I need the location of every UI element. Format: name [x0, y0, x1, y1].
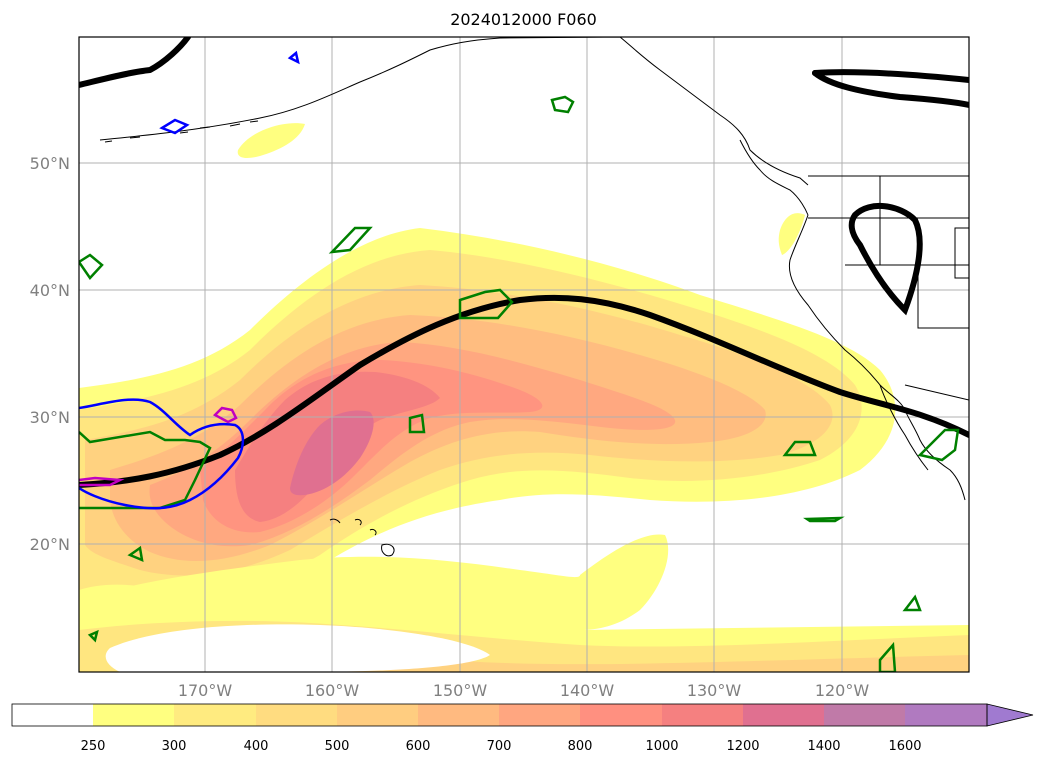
colorbar-cell: [337, 704, 418, 726]
colorbar-cell: [418, 704, 499, 726]
green-contour-10: [902, 594, 922, 612]
ivt-fill-north-blob: [237, 123, 305, 158]
green-contour-2: [79, 253, 104, 280]
lon-label-160w: 160°W: [305, 681, 360, 700]
jet-northeast-upper: [812, 69, 969, 83]
alaska-coast: [99, 37, 809, 186]
colorbar-extend-arrow: [986, 703, 1034, 727]
colorbar-cell: [93, 704, 174, 726]
ivt-fill-coastal-blob: [778, 213, 805, 255]
lon-labels: 170°W 160°W 150°W 140°W 130°W 120°W: [178, 681, 870, 700]
colorbar-cell: [743, 704, 824, 726]
gridlines: [79, 37, 969, 672]
hawaii-islands: [329, 518, 395, 557]
lat-label-20n: 20°N: [30, 535, 70, 554]
colorbar-cell: [256, 704, 337, 726]
colorbar-tick-300: 300: [162, 739, 187, 754]
baja-peninsula: [879, 384, 929, 471]
green-contour-5: [408, 413, 426, 434]
colorbar-cell: [662, 704, 743, 726]
blue-contour-3: [287, 50, 300, 65]
aleutian-chain: [104, 120, 259, 143]
green-contour-1: [328, 226, 373, 254]
green-contour-13: [87, 629, 99, 643]
jet-stream: [79, 37, 969, 488]
green-contour-3: [458, 288, 514, 320]
colorbar-cells: [12, 704, 987, 726]
jet-main: [79, 294, 969, 488]
lon-label-150w: 150°W: [433, 681, 488, 700]
colorbar-tick-1600: 1600: [888, 739, 921, 754]
lon-label-140w: 140°W: [560, 681, 615, 700]
colorbar-cell: [12, 704, 93, 726]
map-area: [79, 37, 969, 672]
lon-label-120w: 120°W: [815, 681, 870, 700]
green-contour-8: [917, 428, 960, 462]
colorbar-cell: [499, 704, 580, 726]
green-contour-7: [782, 440, 817, 457]
colorbar-tick-1400: 1400: [807, 739, 840, 754]
colorbar-tick-700: 700: [487, 739, 512, 754]
magenta-contour-2: [79, 476, 125, 487]
coastlines: [99, 37, 969, 557]
colorbar-tick-1000: 1000: [645, 739, 678, 754]
colorbar-cell: [580, 704, 662, 726]
colorbar-tick-500: 500: [325, 739, 350, 754]
magenta-contour-1: [212, 406, 238, 424]
blue-contour-1: [79, 398, 245, 510]
bc-coast: [739, 139, 809, 216]
ivt-fill: [79, 123, 969, 672]
ivt-fill-south-hole: [105, 624, 491, 672]
colorbar-cell: [905, 704, 987, 726]
colorbar-cell: [174, 704, 256, 726]
colorbar-tick-600: 600: [406, 739, 431, 754]
green-contour-12: [127, 545, 144, 563]
jet-northeast-lower: [812, 70, 969, 108]
lat-label-40n: 40°N: [30, 281, 70, 300]
colorbar-frame: [11, 703, 988, 727]
lon-label-170w: 170°W: [178, 681, 233, 700]
colorbar-tick-400: 400: [244, 739, 269, 754]
jet-closed-low: [848, 202, 923, 316]
lon-label-130w: 130°W: [687, 681, 742, 700]
green-contours: [79, 95, 960, 672]
lat-label-50n: 50°N: [30, 154, 70, 173]
us-state-borders: [808, 176, 969, 401]
map-title: 2024012000 F060: [450, 10, 597, 29]
blue-contours: [79, 50, 300, 510]
jet-north-arc: [79, 37, 191, 88]
lat-label-30n: 30°N: [30, 408, 70, 427]
colorbar-tick-labels: 250 300 400 500 600 700 800 1000 1200 14…: [81, 739, 922, 754]
colorbar-cell: [824, 704, 905, 726]
colorbar-tick-1200: 1200: [726, 739, 759, 754]
green-contour-9: [803, 516, 845, 523]
map-frame: [78, 36, 970, 673]
blue-contour-2: [159, 118, 190, 135]
colorbar-tick-800: 800: [568, 739, 593, 754]
colorbar: 250 300 400 500 600 700 800 1000 1200 14…: [11, 703, 1034, 754]
colorbar-tick-250: 250: [81, 739, 106, 754]
lat-labels: 50°N 40°N 30°N 20°N: [30, 154, 70, 554]
green-contour-11: [878, 641, 897, 672]
green-contour-6: [79, 430, 212, 510]
green-contour-4: [550, 95, 575, 114]
magenta-contours: [79, 406, 238, 487]
